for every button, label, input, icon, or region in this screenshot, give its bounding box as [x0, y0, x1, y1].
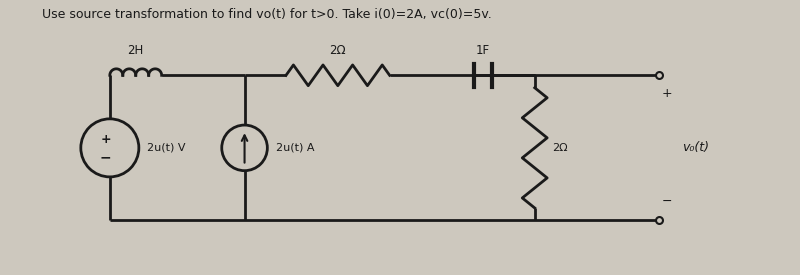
Text: 2u(t) V: 2u(t) V	[147, 143, 186, 153]
Text: Use source transformation to find vo(t) for t>0. Take i(0)=2A, vc(0)=5v.: Use source transformation to find vo(t) …	[42, 8, 492, 21]
Text: 2H: 2H	[128, 44, 144, 57]
Text: +: +	[662, 87, 673, 100]
Text: v₀(t): v₀(t)	[682, 141, 709, 154]
Text: 2u(t) A: 2u(t) A	[276, 143, 314, 153]
Text: 1F: 1F	[476, 44, 490, 57]
Text: 2Ω: 2Ω	[330, 44, 346, 57]
Text: 2Ω: 2Ω	[552, 143, 568, 153]
Text: −: −	[100, 150, 111, 164]
Text: −: −	[662, 195, 673, 208]
Text: +: +	[100, 133, 111, 146]
